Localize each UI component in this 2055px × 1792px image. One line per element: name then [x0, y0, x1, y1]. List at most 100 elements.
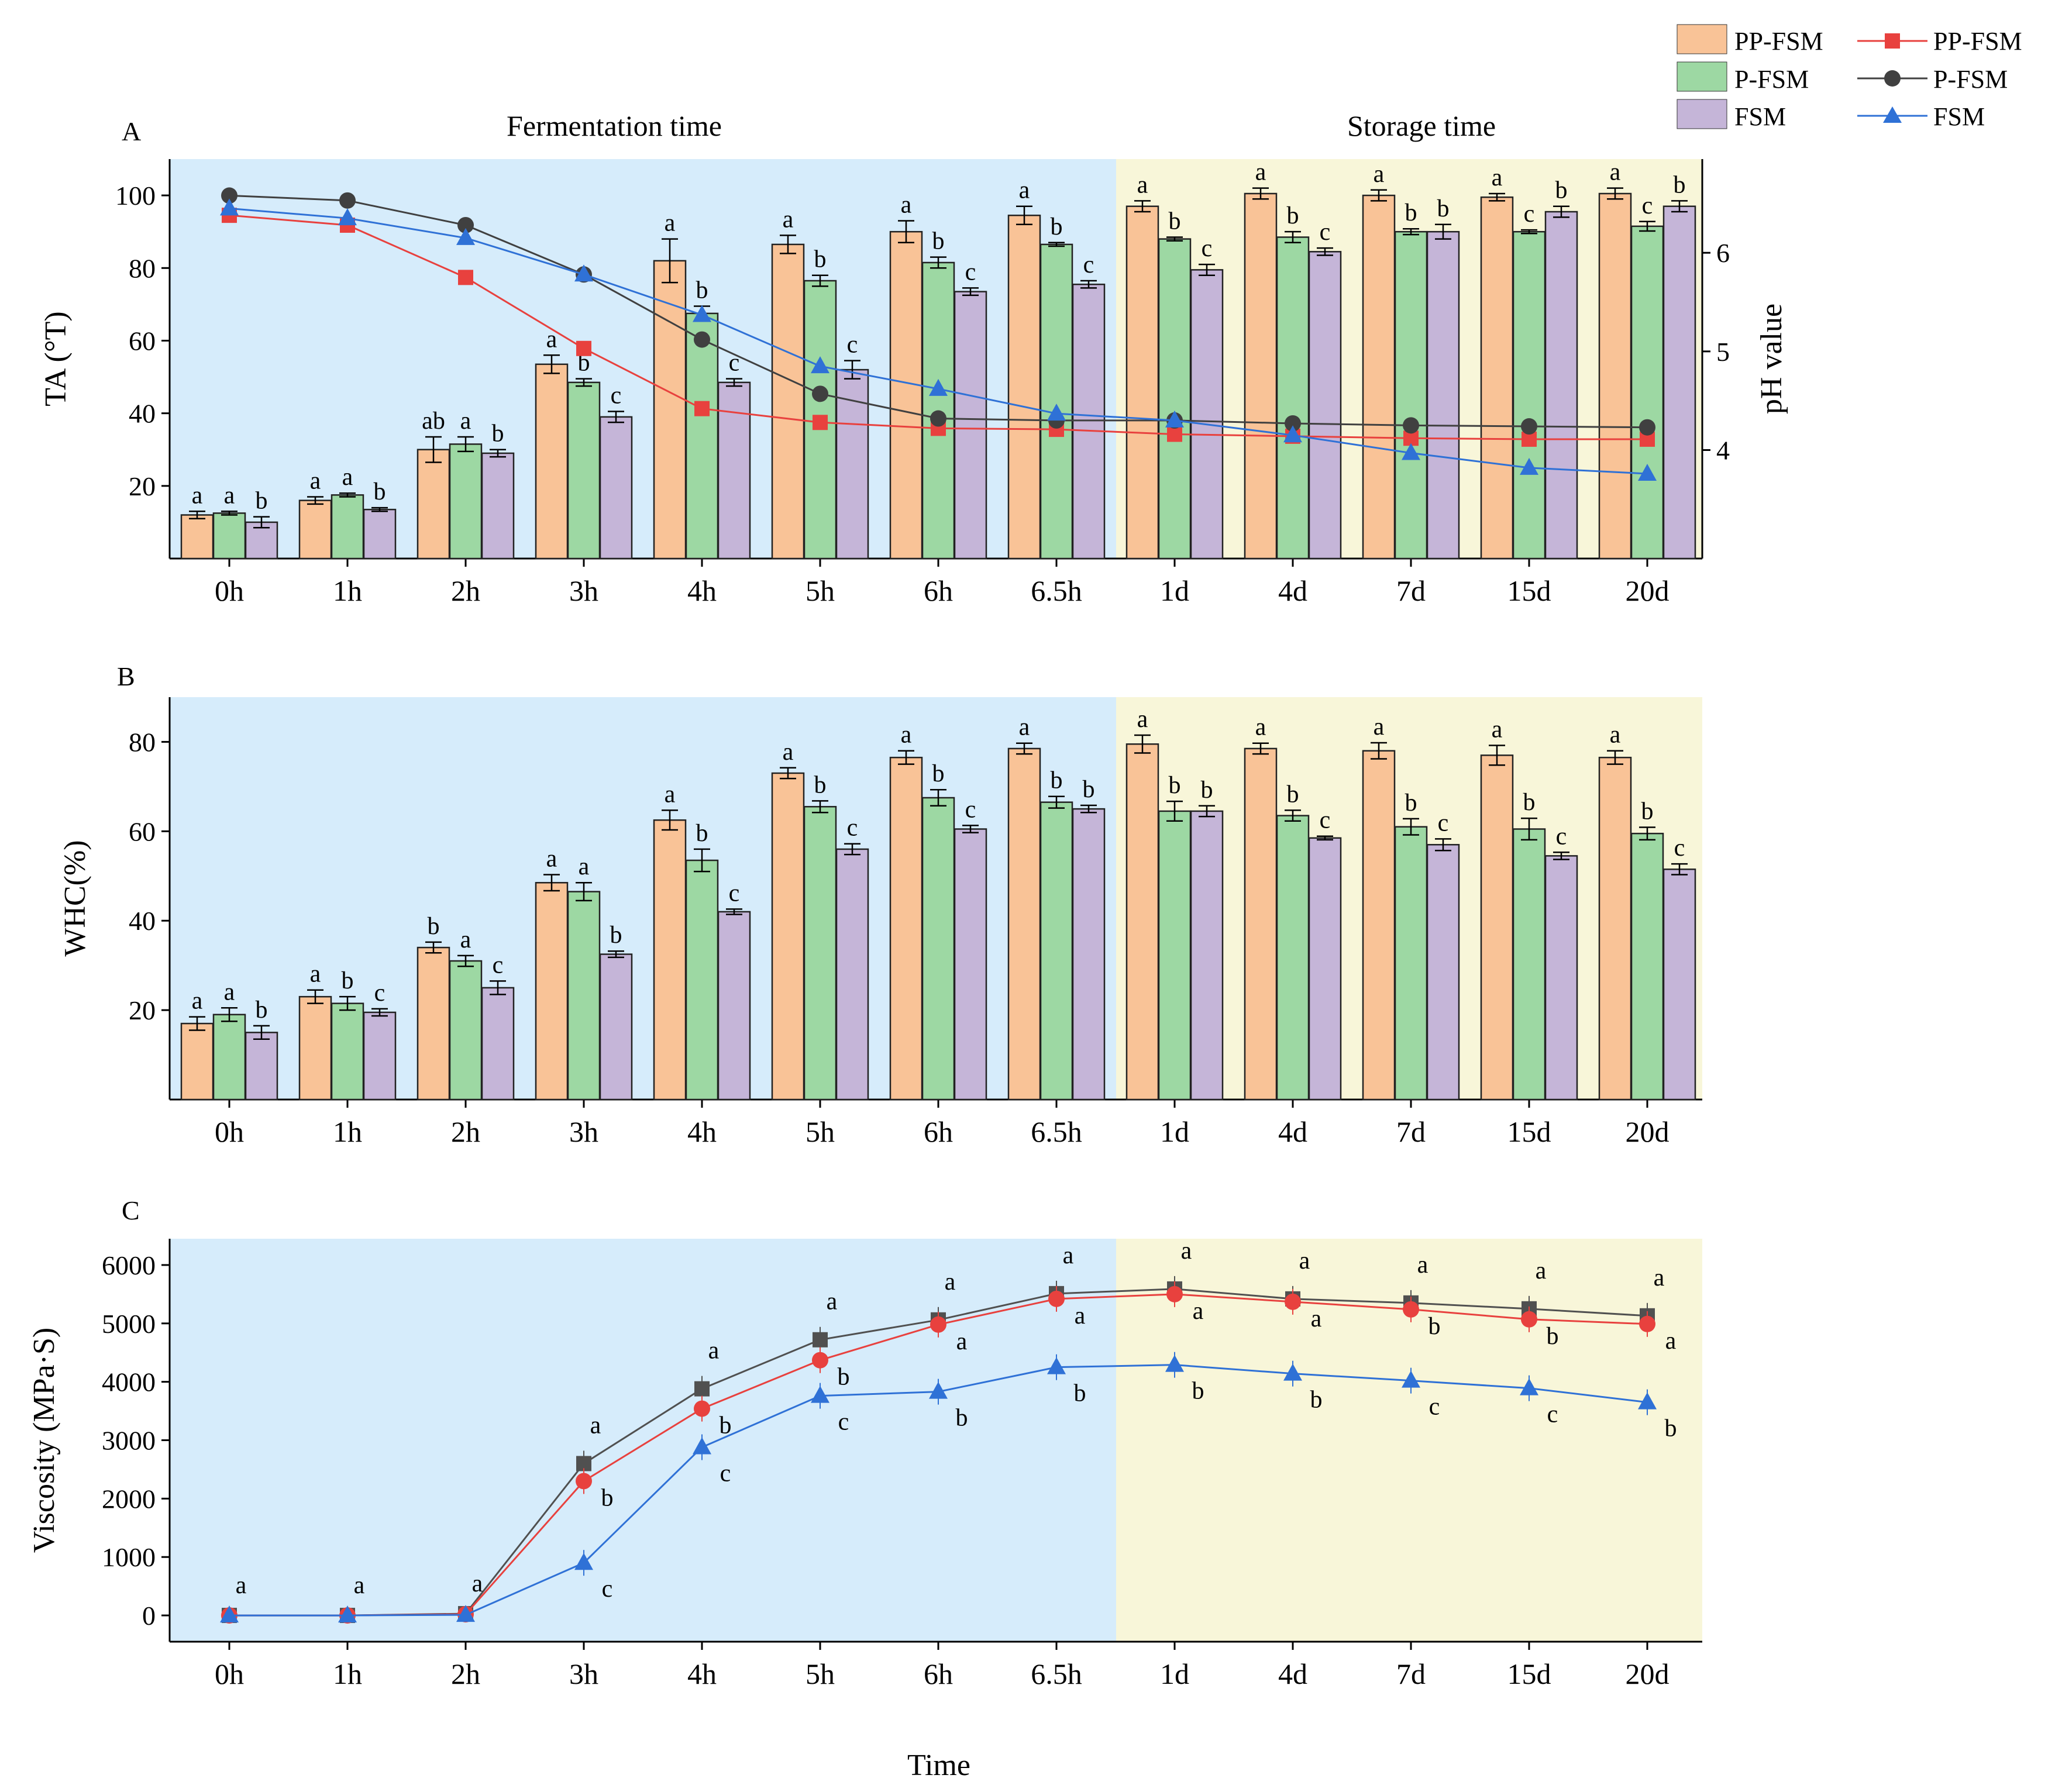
sig-letter-a-p-fsm-6h: b — [932, 228, 945, 255]
x-tick-label-c-20d: 20d — [1626, 1657, 1670, 1690]
sig-letter-a-fsm-15d: b — [1555, 177, 1568, 204]
bar-b-pp-fsm-4d — [1244, 747, 1278, 1101]
sig-letter-c-p-fsm-1d: a — [1181, 1238, 1192, 1264]
bar-a-fsm-2h — [481, 452, 515, 560]
sig-letter-a-pp-fsm-7d: a — [1374, 161, 1385, 188]
bar-a-p-fsm-15d — [1512, 230, 1546, 560]
sig-letter-b-pp-fsm-4d: a — [1255, 714, 1266, 741]
sig-letter-b-p-fsm-6-5h: b — [1051, 767, 1063, 794]
bar-b-fsm-0h — [245, 1032, 278, 1101]
sig-letter-b-fsm-2h: c — [493, 952, 504, 978]
bar-b-fsm-1h — [363, 1011, 397, 1101]
bar-a-p-fsm-4h — [685, 312, 719, 560]
y-axis-title-a-left: TA (°T) — [39, 311, 73, 406]
sig-letter-a-fsm-4d: c — [1320, 219, 1331, 246]
sig-letter-b-pp-fsm-3h: a — [546, 845, 557, 872]
sig-letter-a-p-fsm-4h: b — [696, 277, 708, 304]
y-tick-label-a-left-40: 40 — [129, 399, 156, 429]
y-tick-label-c-left-4000: 4000 — [102, 1367, 156, 1397]
x-tick-label-a-2h: 2h — [451, 574, 480, 607]
x-tick-label-c-4d: 4d — [1278, 1657, 1307, 1690]
x-tick-label-c-2h: 2h — [451, 1657, 480, 1690]
sig-letter-a-p-fsm-3h: b — [578, 350, 590, 377]
bar-a-p-fsm-0h — [212, 512, 246, 560]
sig-letter-a-pp-fsm-1h: a — [310, 467, 321, 494]
sig-letter-b-pp-fsm-20d: a — [1610, 722, 1621, 749]
point-a-fsm-4h — [693, 305, 711, 322]
point-a-p-fsm-1h — [339, 192, 356, 209]
sig-letter-a-p-fsm-15d: c — [1524, 201, 1535, 228]
x-tick-label-a-7d: 7d — [1396, 574, 1426, 607]
bar-a-pp-fsm-20d — [1598, 192, 1632, 560]
sig-letter-b-pp-fsm-2h: b — [428, 913, 440, 940]
point-c-fsm-0h — [220, 1605, 239, 1623]
y-tick-label-b-left-60: 60 — [129, 816, 156, 846]
bar-b-pp-fsm-2h — [416, 946, 450, 1101]
sig-letter-b-pp-fsm-7d: a — [1374, 714, 1385, 740]
sig-letter-a-pp-fsm-4h: a — [665, 210, 676, 237]
bar-a-pp-fsm-0h — [180, 514, 214, 560]
x-tick-label-b-0h: 0h — [215, 1115, 244, 1148]
sig-letter-c-p-fsm-4h: a — [708, 1338, 720, 1364]
sig-letter-a-p-fsm-1h: a — [342, 464, 353, 491]
bar-a-p-fsm-3h — [567, 381, 601, 560]
bar-b-pp-fsm-15d — [1480, 754, 1514, 1101]
x-tick-label-b-4h: 4h — [687, 1115, 717, 1148]
legend: PP-FSM P-FSM FSM PP-FSM P-FSM FSM — [1677, 24, 2022, 131]
point-a-p-fsm-4d — [1285, 415, 1301, 432]
point-a-pp-fsm-4h — [694, 401, 710, 416]
point-a-fsm-6h — [929, 378, 948, 396]
y-tick-label-a-right-5: 5 — [1716, 337, 1730, 367]
sig-letter-b-fsm-5h: c — [847, 815, 858, 842]
y-tick-label-c-left-2000: 2000 — [102, 1484, 156, 1514]
sig-letter-c-pp-fsm-6h: a — [956, 1328, 968, 1355]
point-a-pp-fsm-1d — [1167, 426, 1182, 442]
sig-letter-b-pp-fsm-5h: a — [783, 739, 794, 766]
sig-letter-a-pp-fsm-2h: ab — [422, 408, 445, 435]
bar-b-p-fsm-4d — [1276, 815, 1310, 1101]
sig-letter-c-p-fsm-4d: a — [1299, 1247, 1310, 1274]
point-a-pp-fsm-3h — [576, 340, 591, 356]
sig-letter-a-p-fsm-4d: b — [1287, 202, 1299, 229]
bar-b-fsm-15d — [1544, 855, 1578, 1101]
x-tick-label-c-1d: 1d — [1160, 1657, 1189, 1690]
sig-letter-b-fsm-3h: b — [610, 922, 622, 949]
bar-a-fsm-6h — [954, 291, 987, 560]
point-a-p-fsm-4h — [694, 331, 710, 348]
sig-letter-a-fsm-0h: b — [256, 488, 268, 515]
x-tick-label-b-3h: 3h — [569, 1115, 598, 1148]
sig-letter-c-p-fsm-6h: a — [945, 1269, 956, 1295]
point-a-p-fsm-6h — [930, 410, 946, 427]
bar-b-p-fsm-0h — [212, 1014, 246, 1101]
point-a-p-fsm-15d — [1521, 418, 1537, 435]
sig-letter-b-pp-fsm-1d: a — [1137, 706, 1148, 733]
sig-letter-b-pp-fsm-1h: a — [310, 961, 321, 988]
x-tick-label-c-0h: 0h — [215, 1657, 244, 1690]
bar-a-fsm-20d — [1662, 205, 1696, 560]
y-axis-title-a-right: pH value — [1755, 304, 1788, 414]
x-tick-label-b-5h: 5h — [806, 1115, 835, 1148]
bar-a-pp-fsm-1d — [1125, 205, 1159, 560]
y-tick-label-b-left-40: 40 — [129, 906, 156, 936]
sig-letter-c-fsm-3h: c — [602, 1576, 613, 1603]
x-tick-label-b-4d: 4d — [1278, 1115, 1307, 1148]
sig-letter-c-p-fsm-0h: a — [236, 1572, 247, 1599]
bar-a-fsm-1d — [1190, 269, 1224, 560]
sig-letter-a-p-fsm-7d: b — [1405, 199, 1417, 226]
sig-letter-c-pp-fsm-15d: b — [1547, 1323, 1559, 1350]
x-tick-label-a-3h: 3h — [569, 574, 598, 607]
region-label-storage: Storage time — [1347, 109, 1496, 142]
bar-b-fsm-4h — [717, 911, 751, 1101]
bar-b-fsm-1d — [1190, 810, 1224, 1101]
sig-letter-c-fsm-4d: b — [1310, 1387, 1323, 1414]
sig-letter-b-p-fsm-6h: b — [932, 760, 945, 787]
sig-letter-b-p-fsm-7d: b — [1405, 790, 1417, 816]
y-tick-label-c-left-5000: 5000 — [102, 1309, 156, 1339]
sig-letter-b-fsm-1h: c — [374, 980, 385, 1007]
legend-label-pp-fsm-line: PP-FSM — [1933, 27, 2022, 56]
x-tick-label-a-20d: 20d — [1626, 574, 1670, 607]
point-a-p-fsm-0h — [221, 187, 237, 204]
point-a-fsm-1d — [1165, 410, 1184, 428]
bar-a-p-fsm-1d — [1158, 238, 1192, 560]
